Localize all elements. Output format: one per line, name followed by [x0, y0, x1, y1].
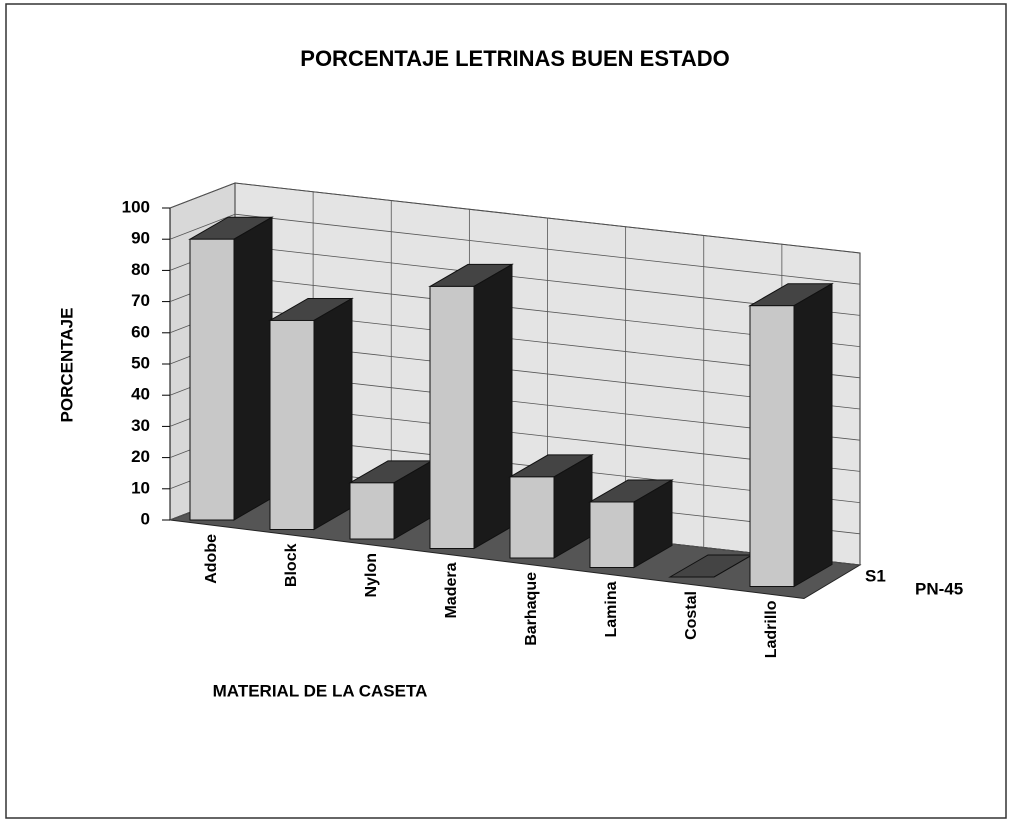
bar — [749, 305, 795, 587]
y-tick-label: 100 — [122, 197, 150, 216]
bar-side — [793, 282, 833, 588]
y-tick-label: 90 — [131, 229, 150, 248]
bar-side — [233, 216, 273, 521]
x-tick-label: Adobe — [203, 534, 220, 584]
y-tick-label: 20 — [131, 447, 150, 466]
bar-side — [313, 297, 353, 531]
bar — [429, 285, 475, 549]
bar — [269, 319, 315, 530]
y-tick-label: 30 — [131, 416, 150, 435]
bar-side — [473, 263, 513, 550]
y-tick-label: 60 — [131, 322, 150, 341]
grid-line — [169, 182, 236, 209]
x-axis-label: MATERIAL DE LA CASETA — [213, 681, 428, 700]
y-tick-label: 80 — [131, 260, 150, 279]
y-tick-label: 40 — [131, 385, 150, 404]
x-tick-label: Costal — [683, 591, 700, 640]
x-tick-label: Madera — [443, 562, 460, 618]
bar — [589, 501, 635, 569]
x-tick-label: Block — [283, 543, 300, 587]
y-tick-label: 10 — [131, 478, 150, 497]
legend-label: PN-45 — [915, 579, 963, 598]
x-tick-label: Ladrillo — [763, 600, 780, 658]
x-tick-label: Lamina — [603, 581, 620, 637]
y-tick-label: 70 — [131, 291, 150, 310]
bar — [509, 476, 555, 559]
chart-title: PORCENTAJE LETRINAS BUEN ESTADO — [300, 46, 729, 71]
y-tick-label: 0 — [141, 509, 150, 528]
x-tick-label: Nylon — [363, 553, 380, 597]
y-axis-label: PORCENTAJE — [57, 308, 76, 423]
bar — [349, 482, 395, 540]
depth-label: S1 — [865, 566, 886, 585]
x-tick-label: Barhaque — [523, 572, 540, 646]
y-tick-label: 50 — [131, 353, 150, 372]
bar — [189, 238, 235, 521]
grid-line — [169, 213, 236, 240]
